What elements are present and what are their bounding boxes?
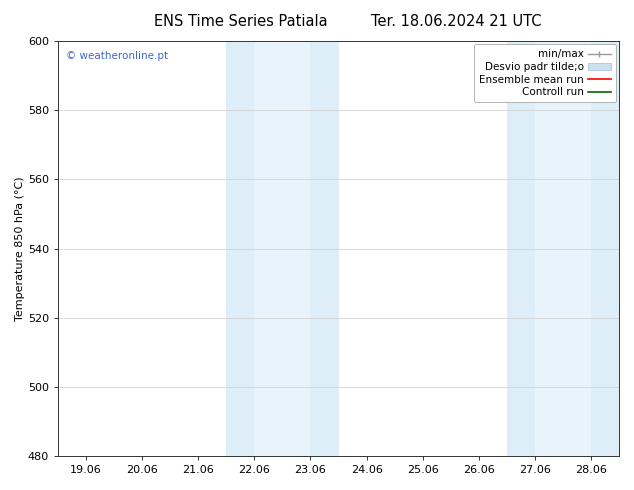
Y-axis label: Temperature 850 hPa (°C): Temperature 850 hPa (°C): [15, 176, 25, 321]
Bar: [226, 41, 339, 456]
Bar: [535, 41, 591, 456]
Text: Ter. 18.06.2024 21 UTC: Ter. 18.06.2024 21 UTC: [372, 14, 541, 29]
Legend: min/max, Desvio padr tilde;o, Ensemble mean run, Controll run: min/max, Desvio padr tilde;o, Ensemble m…: [474, 44, 616, 102]
Text: ENS Time Series Patiala: ENS Time Series Patiala: [154, 14, 328, 29]
Bar: [254, 41, 311, 456]
Bar: [507, 41, 619, 456]
Text: © weatheronline.pt: © weatheronline.pt: [67, 51, 169, 61]
